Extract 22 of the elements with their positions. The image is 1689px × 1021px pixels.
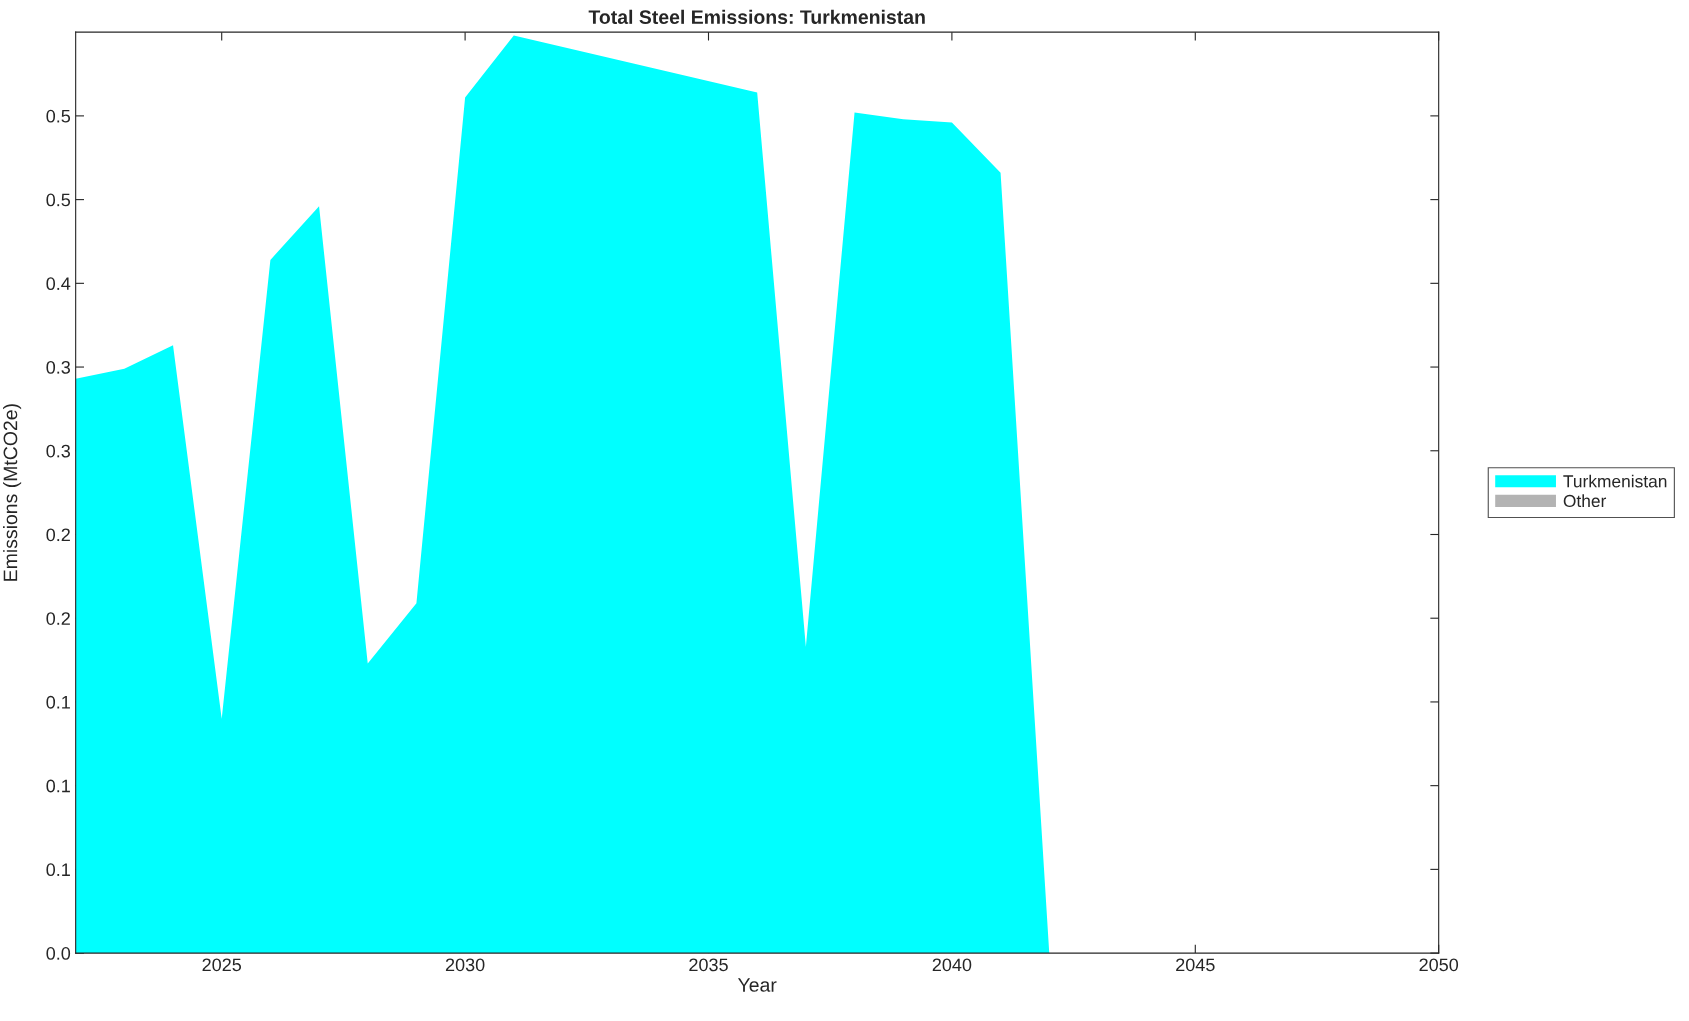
y-tick-label: 0.2 <box>46 612 70 625</box>
x-tick-label: 2035 <box>689 958 728 972</box>
x-tick-label: 2050 <box>1419 958 1459 972</box>
y-tick-label: 0.2 <box>46 528 70 542</box>
y-axis-title: Emissions (MtCO2e) <box>3 404 22 581</box>
x-tick-label: 2030 <box>445 958 485 972</box>
legend-label: Other <box>1563 494 1607 508</box>
y-tick-label: 0.3 <box>46 360 71 374</box>
y-tick-label: 0.3 <box>46 444 71 458</box>
x-tick-label: 2040 <box>932 958 972 972</box>
y-tick-label: 0.5 <box>46 109 71 123</box>
y-tick-label: 0.4 <box>46 277 71 291</box>
y-tick-label: 0.1 <box>46 863 70 877</box>
chart-title: Total Steel Emissions: Turkmenistan <box>588 9 925 25</box>
x-axis-title: Year <box>737 978 777 992</box>
y-tick-label: 0.0 <box>46 947 71 960</box>
y-tick-label: 0.1 <box>46 779 70 793</box>
y-tick-label: 0.1 <box>46 695 70 709</box>
y-tick-label: 0.5 <box>46 193 71 207</box>
x-tick-label: 2025 <box>202 958 242 972</box>
legend-label: Turkmenistan <box>1563 474 1667 488</box>
x-tick-label: 2045 <box>1176 958 1215 972</box>
